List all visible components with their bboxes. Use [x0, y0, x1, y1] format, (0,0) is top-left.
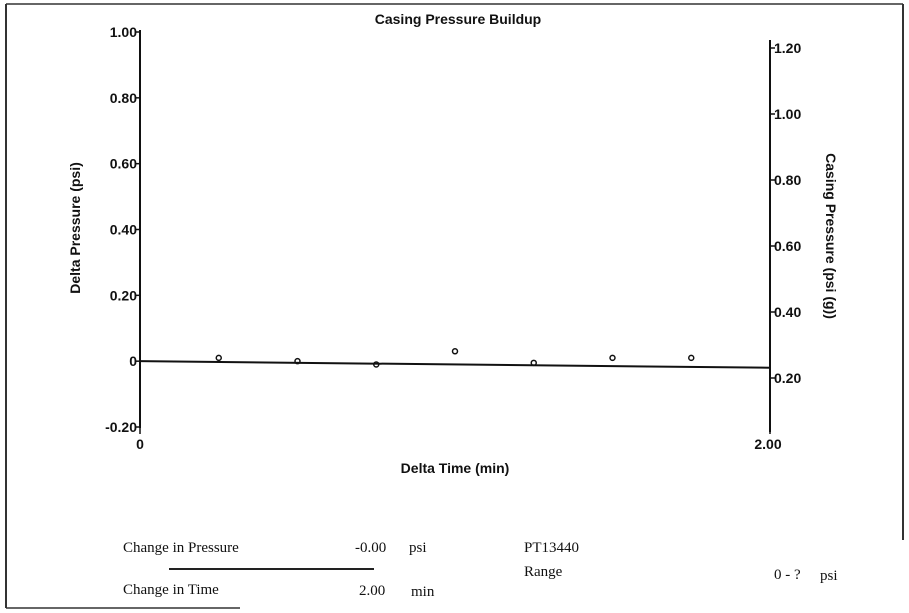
- y-axis-ticks: 1.00 0.80 0.60 0.40 0.20 0 -0.20: [105, 24, 140, 435]
- y-axis-label: Delta Pressure (psi): [67, 162, 83, 294]
- range-value: 0 - ?: [774, 567, 801, 583]
- time-change-value: 2.00: [359, 583, 386, 599]
- y-tick-label: 1.00: [110, 24, 137, 40]
- data-point: [688, 354, 695, 362]
- data-point: [530, 359, 537, 367]
- data-point: [373, 361, 380, 368]
- pressure-change-unit: psi: [409, 540, 427, 556]
- y2-tick-label: 0.40: [774, 304, 801, 320]
- y2-tick-label: 1.20: [774, 40, 801, 56]
- y2-tick-label: 0.80: [774, 172, 801, 188]
- series-line: [139, 360, 771, 369]
- chart-title: Casing Pressure Buildup: [375, 11, 541, 27]
- transmitter-tag: PT13440: [524, 540, 580, 556]
- data-point: [451, 348, 459, 355]
- y-tick-label: 0.60: [110, 156, 137, 172]
- data-point: [215, 354, 222, 362]
- series-line-group: [139, 360, 771, 369]
- x-tick-label: 0: [136, 436, 144, 452]
- y2-axis-label: Casing Pressure (psi (g)): [823, 153, 839, 319]
- y2-tick-label: 0.60: [774, 238, 801, 254]
- x-tick-label: 2.00: [754, 436, 781, 452]
- y2-tick-label: 0.20: [774, 370, 801, 386]
- range-unit: psi: [820, 568, 838, 584]
- data-point: [609, 354, 616, 362]
- time-change-unit: min: [411, 584, 435, 600]
- x-axis-label: Delta Time (min): [401, 460, 510, 476]
- y2-axis-ticks: 1.20 1.00 0.80 0.60 0.40 0.20: [770, 40, 801, 386]
- x-axis-ticks: 0 2.00: [136, 428, 782, 452]
- y-tick-label: 0.20: [110, 287, 137, 303]
- pressure-change-label: Change in Pressure: [123, 540, 239, 556]
- y-tick-label: 0.80: [110, 90, 137, 106]
- range-label: Range: [524, 564, 563, 580]
- data-point: [294, 357, 301, 365]
- y-tick-label: 0.40: [110, 222, 137, 238]
- time-change-label: Change in Time: [123, 582, 219, 598]
- pressure-change-value: -0.00: [355, 540, 387, 556]
- series-points-group: [215, 348, 695, 368]
- y2-tick-label: 1.00: [774, 106, 801, 122]
- summary-divider: [169, 568, 374, 570]
- y-tick-label: 0: [129, 353, 137, 369]
- y-tick-label: -0.20: [105, 419, 137, 435]
